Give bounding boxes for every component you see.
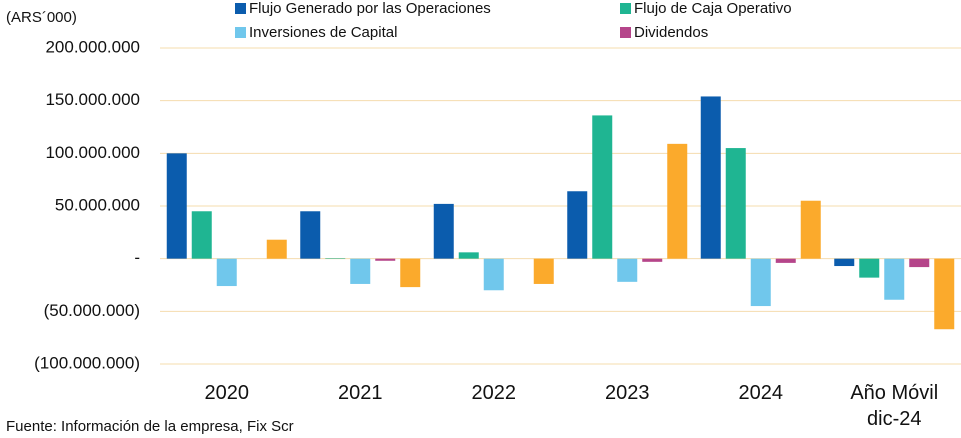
bar xyxy=(483,258,504,291)
bar xyxy=(834,258,855,267)
x-tick-label: 2022 xyxy=(471,382,517,404)
y-tick-label: 150.000.000 xyxy=(45,90,140,109)
x-tick-label: 2023 xyxy=(605,382,650,404)
y-tick-label: - xyxy=(134,248,140,267)
bar xyxy=(375,258,396,261)
bar xyxy=(800,200,821,259)
bar xyxy=(934,258,955,330)
bar xyxy=(775,258,796,263)
bar xyxy=(458,252,479,259)
bar xyxy=(216,258,237,287)
legend-label: Inversiones de Capital xyxy=(249,24,397,41)
bar xyxy=(617,258,638,282)
bar xyxy=(859,258,880,278)
y-tick-label: 100.000.000 xyxy=(45,143,140,162)
bar xyxy=(592,115,613,259)
y-tick-label: 50.000.000 xyxy=(55,195,140,214)
bar xyxy=(667,143,688,259)
legend-label: Dividendos xyxy=(634,24,708,41)
y-axis-label: (ARS´000) xyxy=(6,9,77,26)
bar xyxy=(266,239,287,259)
bar xyxy=(300,211,321,259)
legend-swatch xyxy=(235,3,246,14)
bar xyxy=(191,211,212,259)
source: Fuente: Información de la empresa, Fix S… xyxy=(6,418,294,435)
bar xyxy=(166,153,187,259)
bar xyxy=(400,258,421,288)
bar xyxy=(750,258,771,307)
y-tick-label: (100.000.000) xyxy=(34,353,140,372)
bar xyxy=(884,258,905,300)
bar xyxy=(909,258,930,268)
bar xyxy=(725,148,746,259)
legend-swatch xyxy=(620,3,631,14)
bar xyxy=(325,258,346,259)
bar xyxy=(350,258,371,284)
bar xyxy=(567,191,588,259)
bar xyxy=(533,258,554,284)
legend-label: Flujo Generado por las Operaciones xyxy=(249,0,491,17)
x-tick-label: 2020 xyxy=(204,382,250,404)
legend-label: Flujo de Caja Operativo xyxy=(634,0,792,17)
x-tick-label: 2024 xyxy=(738,382,784,404)
bar xyxy=(700,96,721,259)
bar xyxy=(642,258,663,262)
legend-swatch xyxy=(235,27,246,38)
y-tick-label: 200.000.000 xyxy=(45,37,140,56)
bar xyxy=(433,203,454,259)
x-tick-label: 2021 xyxy=(338,382,383,404)
y-tick-label: (50.000.000) xyxy=(44,301,140,320)
legend-swatch xyxy=(620,27,631,38)
x-tick-label: Año Móvil dic-24 xyxy=(850,382,939,430)
